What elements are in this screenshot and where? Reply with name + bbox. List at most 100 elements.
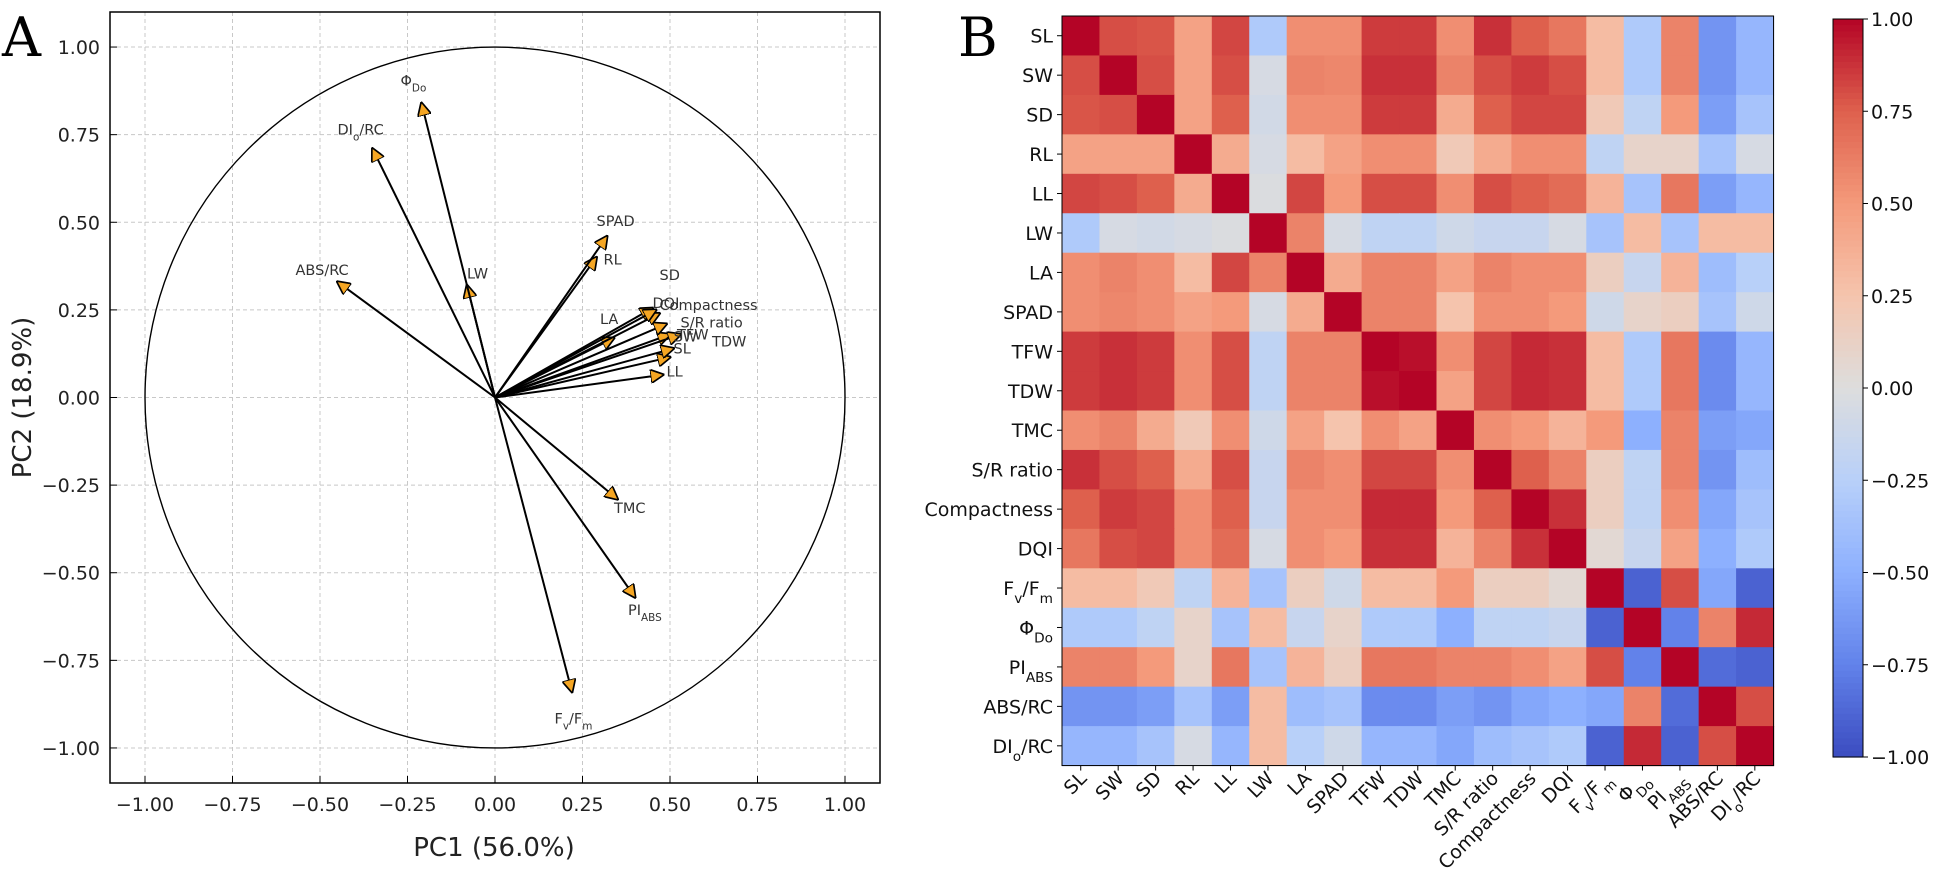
heatmap-cell [1324, 607, 1363, 648]
heatmap-cell [1436, 726, 1475, 767]
heatmap-cell [1324, 647, 1363, 688]
heatmap-cells [1062, 16, 1775, 767]
heatmap-cell [1586, 252, 1625, 293]
heatmap-cell [1211, 252, 1250, 293]
heatmap-cell [1136, 173, 1175, 214]
heatmap-cell [1736, 16, 1775, 57]
heatmap-cell [1661, 410, 1700, 451]
heatmap-cell [1661, 726, 1700, 767]
colorbar: 1.00 0.75 0.50 0.25 0.00 −0.25 −0.50 −0.75 −1.00 [1832, 9, 1929, 769]
heatmap-cell [1436, 292, 1475, 333]
heatmap-cell [1473, 528, 1512, 569]
heatmap-cell [1174, 528, 1213, 569]
loading-label: ABS/RC [296, 263, 349, 279]
heatmap-cell [1062, 647, 1101, 688]
row-label: DQI [1018, 539, 1053, 561]
loading-label: RL [604, 252, 622, 268]
heatmap-cell [1324, 55, 1363, 96]
heatmap-cell [1623, 410, 1662, 451]
heatmap-cell [1286, 292, 1325, 333]
heatmap-cell [1736, 94, 1775, 135]
heatmap-cell [1062, 331, 1101, 372]
heatmap-cell [1211, 449, 1250, 490]
heatmap-cell [1698, 449, 1737, 490]
colorbar-segment [1833, 449, 1863, 457]
loading-arrow [494, 236, 607, 399]
heatmap-cell [1623, 252, 1662, 293]
heatmap-cell [1436, 252, 1475, 293]
heatmap-cell [1511, 94, 1550, 135]
heatmap-cell [1548, 94, 1587, 135]
heatmap-cell [1473, 568, 1512, 609]
colorbar-segment [1833, 738, 1863, 746]
colorbar-segment [1833, 258, 1863, 266]
colorbar-segment [1833, 283, 1863, 291]
loading-label: Fv/Fm [555, 711, 593, 732]
heatmap-cell [1136, 568, 1175, 609]
colorbar-segment [1833, 209, 1863, 217]
colorbar-segment [1833, 221, 1863, 229]
heatmap-cell [1698, 16, 1737, 57]
colorbar-segment [1833, 523, 1863, 531]
heatmap-cell [1211, 292, 1250, 333]
heatmap-cell [1211, 607, 1250, 648]
heatmap-cell [1174, 213, 1213, 254]
heatmap-cell [1698, 134, 1737, 175]
heatmap-cell [1511, 16, 1550, 57]
heatmap-cell [1062, 568, 1101, 609]
heatmap-cell [1736, 252, 1775, 293]
x-tick-label: −1.00 [116, 794, 174, 816]
heatmap-cell [1399, 94, 1438, 135]
heatmap-cell [1736, 371, 1775, 412]
heatmap-cell [1249, 94, 1288, 135]
loading-label: SD [660, 268, 680, 284]
x-tick-label: −0.75 [203, 794, 261, 816]
x-axis-label: PC1 (56.0%) [413, 833, 575, 863]
panel-b-letter: B [958, 6, 998, 69]
colorbar-segment [1833, 197, 1863, 205]
heatmap-cell [1099, 686, 1138, 727]
heatmap-cell [1324, 331, 1363, 372]
colorbar-segment [1833, 301, 1863, 309]
heatmap-cell [1361, 686, 1400, 727]
heatmap-cell [1062, 292, 1101, 333]
heatmap-cell [1099, 528, 1138, 569]
heatmap-cell [1136, 331, 1175, 372]
colorbar-segment [1833, 271, 1863, 278]
row-label: ΦDo [1019, 617, 1053, 646]
heatmap-cell [1399, 292, 1438, 333]
loading-arrow [494, 396, 635, 598]
heatmap-cell [1399, 489, 1438, 530]
colorbar-segment [1833, 603, 1863, 610]
colorbar-segment [1833, 517, 1863, 524]
heatmap-cell [1361, 528, 1400, 569]
heatmap-cell [1473, 726, 1512, 767]
colorbar-segment [1833, 338, 1863, 346]
colorbar-segment [1833, 68, 1863, 75]
colorbar-segment [1833, 308, 1863, 315]
loading-label: TDW [711, 335, 746, 351]
colorbar-segment [1833, 480, 1863, 487]
colorbar-segment [1833, 234, 1863, 241]
colorbar-segment [1833, 744, 1863, 752]
heatmap-cell [1586, 16, 1625, 57]
heatmap-cell [1399, 410, 1438, 451]
heatmap-cell [1324, 134, 1363, 175]
colorbar-segment [1833, 357, 1863, 364]
heatmap-cell [1286, 252, 1325, 293]
heatmap-cell [1062, 173, 1101, 214]
heatmap-cell [1548, 647, 1587, 688]
heatmap-cell [1249, 607, 1288, 648]
heatmap-cell [1136, 686, 1175, 727]
heatmap-cell [1698, 726, 1737, 767]
heatmap-cell [1099, 647, 1138, 688]
heatmap-cell [1174, 55, 1213, 96]
colorbar-segment [1833, 590, 1863, 598]
row-label: Fv/Fm [1003, 578, 1053, 607]
heatmap-cell [1473, 410, 1512, 451]
colorbar-segment [1833, 677, 1863, 684]
heatmap-cell [1174, 489, 1213, 530]
heatmap-cell [1623, 647, 1662, 688]
heatmap-cell [1174, 371, 1213, 412]
y-tick-label: 0.50 [58, 212, 100, 234]
